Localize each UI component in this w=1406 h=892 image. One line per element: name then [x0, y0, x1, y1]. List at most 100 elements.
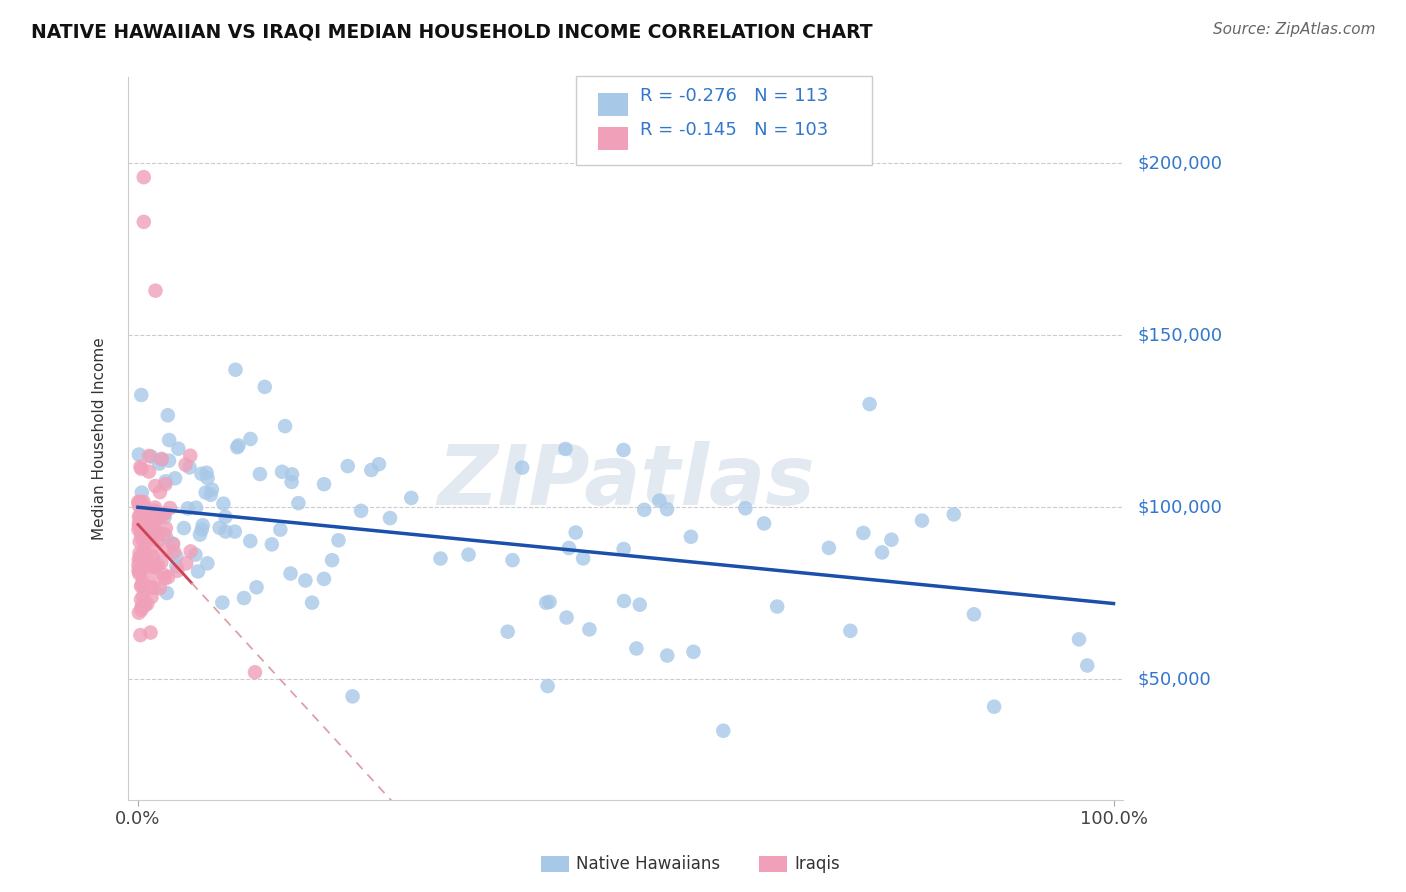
Point — [253, 380, 276, 394]
Point — [128, 508, 150, 523]
Point — [211, 596, 233, 610]
Point — [558, 541, 581, 555]
Point — [271, 465, 294, 479]
Point — [129, 592, 152, 607]
Point — [153, 527, 176, 541]
Point — [156, 586, 179, 600]
Point — [141, 450, 163, 464]
Point — [269, 523, 291, 537]
Point — [173, 521, 195, 535]
Point — [146, 511, 169, 525]
Point — [142, 549, 165, 564]
Point — [143, 500, 166, 515]
Point — [233, 591, 256, 605]
Point — [342, 690, 364, 704]
Point — [165, 471, 187, 485]
Point — [139, 510, 162, 524]
Point — [633, 503, 655, 517]
Point — [367, 457, 389, 471]
Point — [239, 432, 262, 446]
Point — [128, 523, 150, 537]
Point — [226, 440, 249, 454]
Point — [212, 497, 235, 511]
Point — [163, 545, 186, 559]
Point — [128, 606, 150, 620]
Point — [141, 569, 163, 583]
Point — [134, 555, 156, 569]
Point — [657, 648, 679, 663]
Point — [152, 507, 174, 521]
Point — [537, 679, 560, 693]
Point — [501, 553, 523, 567]
Point — [184, 500, 207, 515]
Point — [135, 530, 157, 544]
Point — [200, 488, 222, 502]
Text: NATIVE HAWAIIAN VS IRAQI MEDIAN HOUSEHOLD INCOME CORRELATION CHART: NATIVE HAWAIIAN VS IRAQI MEDIAN HOUSEHOL… — [31, 22, 873, 41]
Point — [360, 463, 382, 477]
Point — [179, 449, 201, 463]
Point — [129, 459, 152, 474]
Point — [146, 558, 169, 573]
Point — [155, 475, 177, 489]
Point — [139, 581, 162, 595]
Point — [148, 457, 170, 471]
Point — [180, 544, 202, 558]
Point — [852, 525, 875, 540]
Point — [128, 552, 150, 566]
Point — [228, 438, 250, 452]
Point — [153, 568, 176, 582]
Point — [249, 467, 271, 481]
Point — [145, 560, 167, 574]
Point — [142, 581, 165, 595]
Point — [287, 496, 309, 510]
Point — [628, 598, 651, 612]
Point — [179, 460, 201, 475]
Point — [245, 580, 267, 594]
Point — [260, 537, 283, 551]
Point — [128, 520, 150, 534]
Point — [129, 527, 152, 541]
Point — [613, 541, 636, 556]
Point — [131, 533, 153, 547]
Y-axis label: Median Household Income: Median Household Income — [93, 337, 107, 540]
Point — [165, 559, 187, 574]
Point — [294, 574, 316, 588]
Point — [457, 548, 479, 562]
Point — [191, 523, 214, 537]
Point — [983, 699, 1005, 714]
Point — [136, 509, 159, 524]
Point — [157, 433, 180, 447]
Point — [143, 479, 166, 493]
Point — [150, 452, 173, 467]
Point — [131, 603, 153, 617]
Point — [128, 566, 150, 581]
Point — [131, 485, 153, 500]
Point — [142, 539, 165, 553]
Point — [132, 589, 155, 603]
Point — [129, 388, 152, 402]
Point — [131, 599, 153, 614]
Point — [141, 590, 163, 604]
Point — [679, 530, 702, 544]
Point — [429, 551, 451, 566]
Point — [146, 524, 169, 539]
Point — [132, 495, 155, 509]
Point — [134, 547, 156, 561]
Point — [138, 465, 160, 479]
Point — [350, 504, 373, 518]
Point — [167, 442, 190, 456]
Point — [224, 362, 246, 376]
Point — [143, 507, 166, 521]
Point — [145, 526, 167, 541]
Point — [166, 564, 188, 578]
Point — [139, 625, 162, 640]
Point — [911, 514, 934, 528]
Point — [510, 460, 533, 475]
Point — [127, 558, 149, 573]
Point — [155, 521, 177, 535]
Point — [142, 532, 165, 546]
Point — [174, 458, 197, 472]
Point — [243, 665, 266, 680]
Point — [129, 579, 152, 593]
Point — [134, 514, 156, 528]
